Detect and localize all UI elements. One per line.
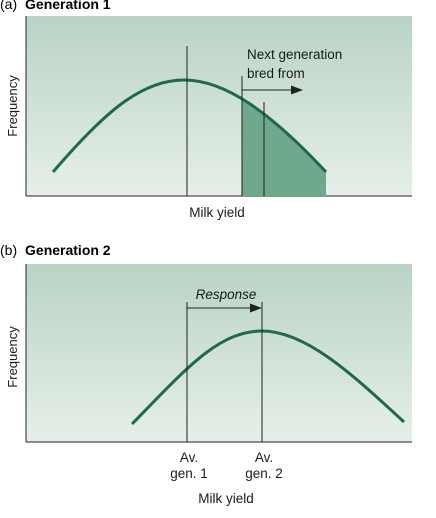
panel-a-plot-area	[26, 16, 412, 196]
panel-b-x-axis-label: Milk yield	[198, 491, 254, 506]
gen2-mean-label-line2: gen. 2	[245, 466, 283, 481]
response-arrowhead	[250, 303, 262, 313]
gen1-mean-label-line2: gen. 1	[170, 466, 208, 481]
panel-a-letter: (a)	[0, 0, 17, 12]
panel-b-y-axis-label: Frequency	[5, 326, 20, 388]
gen2-mean-label-line1: Av.	[255, 450, 273, 465]
panel-b: (b) Generation 2 Response Frequency Av. …	[0, 242, 412, 506]
panel-a-x-axis-label: Milk yield	[189, 205, 245, 220]
gen1-mean-label-line1: Av.	[180, 450, 198, 465]
next-generation-arrowhead	[291, 85, 303, 95]
panel-b-plot-area	[26, 264, 412, 442]
panel-a-title: Generation 1	[25, 0, 111, 12]
panel-a-distribution-curve	[51, 78, 328, 174]
svg-text:(a) Generation 1: (a) Generation 1	[0, 0, 111, 12]
annotation-bred-from: bred from	[247, 66, 305, 81]
panel-b-title: Generation 2	[25, 242, 111, 258]
response-label: Response	[196, 287, 257, 302]
selected-tail-area	[242, 98, 326, 196]
annotation-next-generation: Next generation	[247, 47, 342, 62]
panel-a: (a) Generation 1 Next generation bred fr…	[0, 0, 412, 220]
panel-b-letter: (b)	[0, 242, 17, 258]
svg-text:(b) Generation 2: (b) Generation 2	[0, 242, 111, 258]
panel-a-y-axis-label: Frequency	[5, 75, 20, 137]
